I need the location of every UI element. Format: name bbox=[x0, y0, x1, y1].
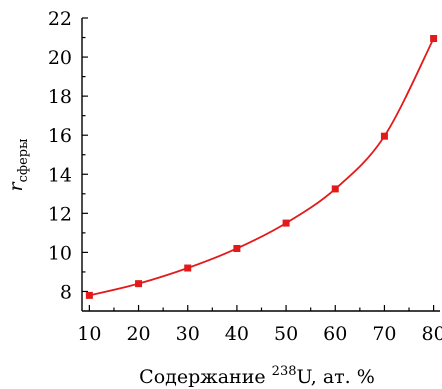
x-tick-label-50: 50 bbox=[274, 323, 298, 345]
y-tick-label-14: 14 bbox=[48, 164, 72, 186]
x-axis-title-superscript: 238 bbox=[272, 364, 297, 379]
data-point-40 bbox=[233, 244, 241, 252]
series bbox=[89, 38, 435, 297]
y-axis-title-subscript: сферы bbox=[16, 139, 31, 183]
axes bbox=[81, 18, 440, 312]
x-tick-label-30: 30 bbox=[176, 323, 200, 345]
x-tick-label-60: 60 bbox=[323, 323, 347, 345]
data-point-50 bbox=[282, 219, 290, 227]
x-axis-title-suffix: U, ат. % bbox=[297, 366, 375, 388]
x-tick-label-70: 70 bbox=[372, 323, 396, 345]
y-tick-label-8: 8 bbox=[60, 281, 72, 303]
x-axis-title-prefix: Содержание bbox=[139, 366, 272, 388]
y-tick-label-20: 20 bbox=[48, 47, 72, 69]
y-tick-label-22: 22 bbox=[48, 8, 72, 30]
x-axis-title: Содержание 238U, ат. % bbox=[139, 364, 375, 388]
x-tick-label-40: 40 bbox=[225, 323, 249, 345]
x-tick-label-10: 10 bbox=[77, 323, 101, 345]
x-tick-label-20: 20 bbox=[126, 323, 150, 345]
y-tick-label-12: 12 bbox=[48, 203, 72, 225]
series-line bbox=[89, 38, 435, 297]
data-point-30 bbox=[184, 264, 192, 272]
data-point-10 bbox=[85, 291, 93, 299]
y-tick-label-10: 10 bbox=[48, 242, 72, 264]
y-axis-title-main: r bbox=[5, 180, 27, 191]
y-axis-title: rсферы bbox=[5, 139, 31, 192]
y-tick-label-18: 18 bbox=[48, 86, 72, 108]
data-point-20 bbox=[135, 280, 143, 288]
x-tick-label-80: 80 bbox=[422, 323, 442, 345]
markers bbox=[85, 35, 438, 299]
y-tick-label-16: 16 bbox=[48, 125, 72, 147]
data-point-80 bbox=[430, 35, 438, 43]
data-point-70 bbox=[380, 132, 388, 140]
data-point-60 bbox=[331, 185, 339, 193]
